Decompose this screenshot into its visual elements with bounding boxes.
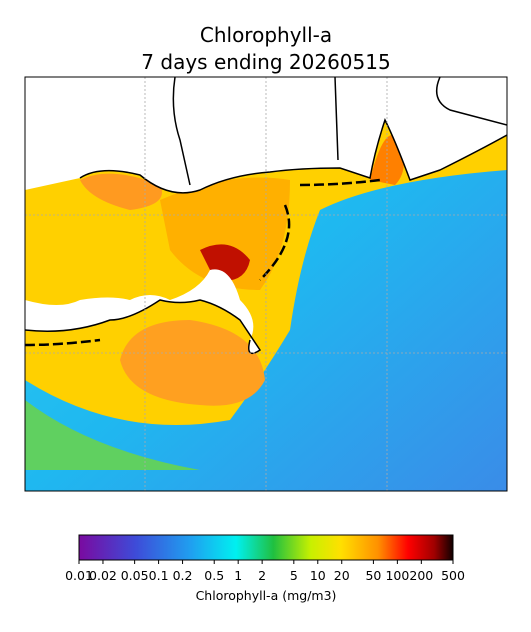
- colorbar-tick-label: 5: [290, 568, 298, 583]
- coastal-water: [80, 173, 162, 210]
- colorbar-tick-label: 500: [441, 568, 465, 583]
- coastal-water: [370, 135, 404, 185]
- colorbar-tick-label: 0.02: [89, 568, 117, 583]
- colorbar-tick-label: 0.2: [173, 568, 193, 583]
- graticule: [25, 77, 507, 491]
- colorbar-tick-label: 0.05: [121, 568, 149, 583]
- colorbar-tick-label: 0.5: [204, 568, 224, 583]
- colorbar-tick-label: 10: [310, 568, 326, 583]
- colorbar-label: Chlorophyll-a (mg/m3): [196, 588, 337, 603]
- coastline: [25, 77, 507, 355]
- colorbar-tick-label: 0.1: [149, 568, 169, 583]
- coastal-water: [25, 400, 200, 470]
- map-frame: [24, 76, 508, 492]
- colorbar-tick-label: 20: [334, 568, 350, 583]
- title-line: 7 days ending 20260515: [141, 50, 390, 74]
- colorbar-tick-label: 200: [409, 568, 433, 583]
- colorbar-tick-label: 0.01: [65, 568, 93, 583]
- land: [25, 269, 260, 354]
- colorbar-tick-label: 50: [365, 568, 381, 583]
- colorbar-tick-label: 2: [258, 568, 266, 583]
- colorbar-tick-label: 1: [234, 568, 242, 583]
- colorbar-tick-label: 100: [385, 568, 409, 583]
- coastal-water: [160, 177, 290, 290]
- map-area: [25, 77, 507, 491]
- title-line: Chlorophyll-a: [200, 23, 332, 47]
- colorbar: [78, 534, 454, 561]
- coastal-water: [120, 320, 265, 406]
